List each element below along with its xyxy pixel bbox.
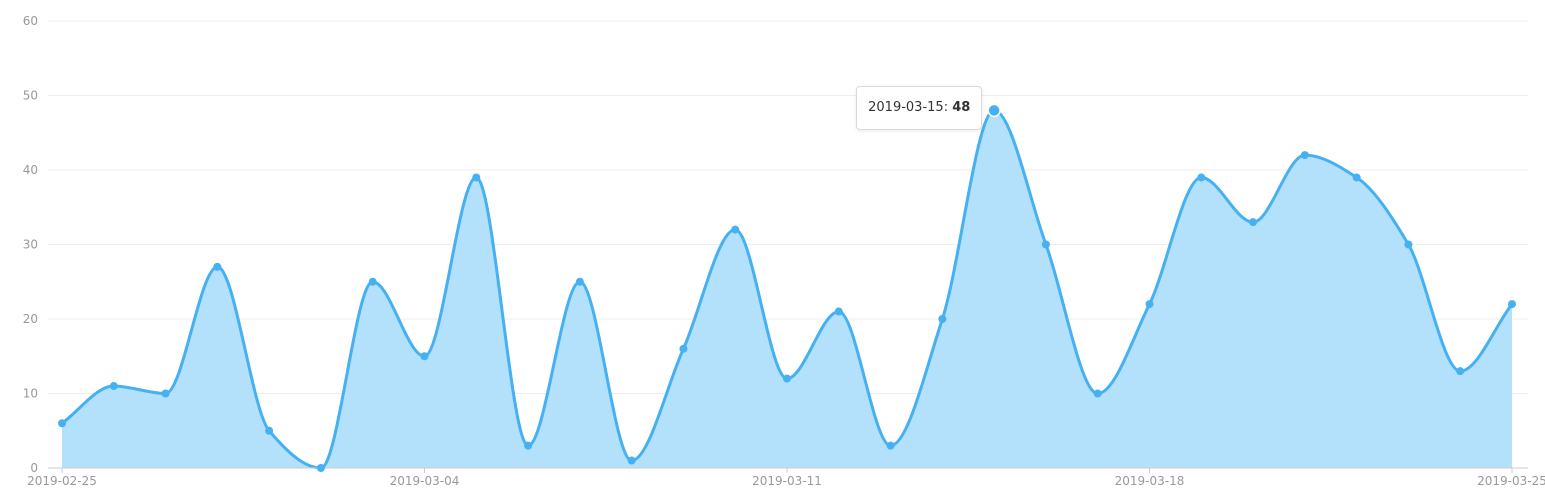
data-point (1456, 367, 1465, 376)
data-point (1508, 300, 1516, 309)
data-point (316, 464, 325, 472)
tooltip-value: 48 (952, 100, 971, 116)
x-tick-label: 2019-03-04 (390, 474, 460, 488)
data-point (161, 389, 170, 398)
y-axis: 0 10 20 30 40 50 60 (23, 14, 38, 475)
data-point (731, 225, 740, 234)
data-point (627, 456, 636, 465)
data-point (213, 262, 222, 271)
data-point (420, 352, 429, 361)
data-point (368, 277, 377, 286)
y-tick-label: 50 (23, 89, 38, 103)
data-point (472, 173, 481, 182)
data-point (265, 426, 274, 435)
y-tick-label: 60 (23, 14, 38, 28)
y-tick-label: 10 (23, 387, 38, 401)
data-point (1041, 240, 1050, 249)
series-points (58, 103, 1516, 472)
data-point (109, 382, 118, 391)
y-tick-label: 0 (30, 461, 38, 475)
data-point (679, 344, 688, 353)
data-point-active (987, 103, 1001, 118)
data-point (886, 441, 895, 450)
data-point (1145, 300, 1154, 309)
series-area-fill (62, 110, 1512, 469)
x-tick-label: 2019-02-25 (27, 474, 97, 488)
data-point (783, 374, 791, 383)
y-tick-label: 20 (23, 312, 38, 326)
data-point (1249, 218, 1258, 227)
data-point (1352, 173, 1361, 182)
x-tick-label: 2019-03-11 (752, 474, 822, 488)
data-point (1404, 240, 1413, 249)
data-point (1093, 389, 1102, 398)
data-point (575, 277, 584, 286)
y-tick-label: 30 (23, 238, 38, 252)
chart-tooltip: 2019-03-15: 48 (856, 86, 983, 131)
x-tick-label: 2019-03-25 (1477, 474, 1545, 488)
x-axis: 2019-02-25 2019-03-04 2019-03-11 2019-03-18… (27, 467, 1545, 488)
data-point (938, 315, 947, 323)
y-tick-label: 40 (23, 163, 38, 177)
series-area (61, 108, 1514, 470)
x-tick-label: 2019-03-18 (1115, 474, 1185, 488)
tooltip-label: 2019-03-15: (868, 100, 949, 116)
data-point (524, 441, 533, 450)
data-point (1197, 173, 1206, 182)
data-point (1300, 151, 1309, 160)
series-line (61, 108, 1514, 470)
data-point (834, 307, 843, 316)
data-point (58, 419, 66, 428)
